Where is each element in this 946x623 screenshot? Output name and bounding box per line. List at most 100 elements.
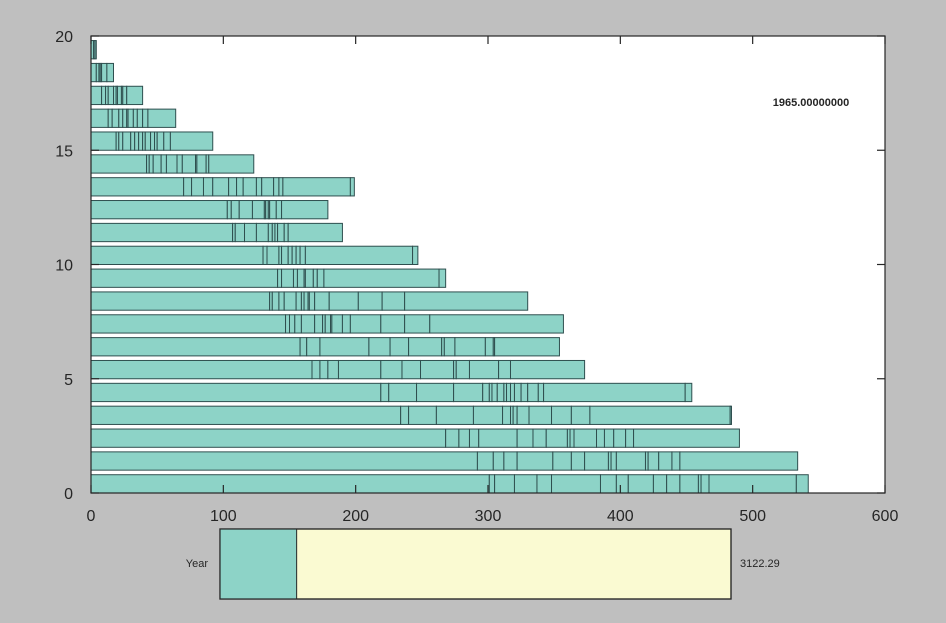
bar-segment-row2-2 <box>458 428 470 448</box>
bar-segment-row2-12 <box>603 428 615 448</box>
bar-segment-row1-9 <box>610 451 617 471</box>
bar-segment-row18-4 <box>101 62 108 83</box>
bar-segment-row9-0 <box>90 268 279 288</box>
bar-segment-row8-13 <box>381 291 406 311</box>
bar-segment-row8-11 <box>328 291 359 311</box>
bar-segment-row11-5 <box>267 222 273 243</box>
bar-segment-row8-12 <box>357 291 383 311</box>
bar-segment-row11-0 <box>90 222 234 243</box>
bar-segment-row10-4 <box>281 245 289 266</box>
bar-segment-row2-6 <box>532 428 547 448</box>
bar-segment-row5-7 <box>420 359 455 380</box>
bar-segment-row8-2 <box>271 291 280 311</box>
bar-segment-row15-3 <box>122 131 132 151</box>
bar-segment-row3-8 <box>516 405 530 425</box>
bar-segment-row16-8 <box>136 108 144 128</box>
bar-segment-row12-0 <box>90 200 228 220</box>
bar-segment-row1-12 <box>647 451 660 471</box>
bar-segment-row0-6 <box>599 474 617 494</box>
bar-segment-row3-0 <box>90 405 402 425</box>
bar-segment-row2-11 <box>596 428 605 448</box>
bar-segment-row10-5 <box>287 245 293 266</box>
bar-segment-row4-8 <box>496 382 505 403</box>
bar-segment-row16-2 <box>111 108 120 128</box>
bar-segment-row12-8 <box>269 200 277 220</box>
bar-segment-row7-9 <box>331 314 343 334</box>
bar-segment-row4-13 <box>520 382 529 403</box>
bar-segment-row15-12 <box>163 131 171 151</box>
bar-segment-row13-2 <box>191 177 204 197</box>
bar-segment-row7-2 <box>289 314 296 334</box>
x-tick-label: 300 <box>475 508 502 525</box>
bar-segment-row12-9 <box>275 200 283 220</box>
bar-segment-row11-3 <box>244 222 257 243</box>
bar-segment-row5-3 <box>327 359 339 380</box>
bar-segment-row2-5 <box>516 428 534 448</box>
bar-segment-row0-5 <box>551 474 601 494</box>
bar-segment-row14-6 <box>176 154 183 174</box>
bar-segment-row11-9 <box>283 222 289 243</box>
bar-segment-row13-1 <box>183 177 193 197</box>
bar-segment-row16-10 <box>147 108 177 128</box>
bar-segment-row3-2 <box>408 405 437 425</box>
bar-segment-row4-7 <box>491 382 498 403</box>
bar-segment-row10-0 <box>90 245 264 266</box>
bar-segment-row12-1 <box>226 200 232 220</box>
bar-segment-row4-15 <box>537 382 545 403</box>
bar-segment-row1-5 <box>552 451 572 471</box>
bar-segment-row1-13 <box>658 451 673 471</box>
bar-segment-row6-4 <box>368 337 391 357</box>
x-tick-label: 500 <box>739 508 766 525</box>
bar-segment-row8-0 <box>90 291 271 311</box>
bar-segment-row15-9 <box>150 131 156 151</box>
bar-segment-row6-0 <box>90 337 301 357</box>
bar-segment-row16-3 <box>118 108 124 128</box>
bar-segment-row14-9 <box>196 154 207 174</box>
x-tick-label: 100 <box>210 508 237 525</box>
bar-segment-row13-4 <box>212 177 230 197</box>
bar-segment-row13-12 <box>282 177 351 197</box>
year-slider[interactable]: Year 3122.29 <box>186 528 780 600</box>
bar-segment-row2-9 <box>569 428 575 448</box>
bar-segment-row6-9 <box>454 337 486 357</box>
bar-segment-row14-5 <box>165 154 178 174</box>
bar-segment-row19-2 <box>94 40 97 60</box>
bar-segment-row9-6 <box>304 268 314 288</box>
bar-segment-row7-12 <box>380 314 406 334</box>
bar-segment-row14-11 <box>208 154 255 174</box>
bar-segment-row16-0 <box>90 108 109 128</box>
bar-segment-row0-15 <box>795 474 809 494</box>
x-tick-label: 0 <box>87 508 96 525</box>
bar-segment-row11-10 <box>287 222 343 243</box>
bar-segment-row5-12 <box>509 359 586 380</box>
bar-segment-row4-14 <box>527 382 539 403</box>
bar-segment-row0-1 <box>488 474 496 494</box>
bar-segment-row14-4 <box>160 154 167 174</box>
bar-segment-row6-8 <box>443 337 456 357</box>
bar-segment-row2-14 <box>625 428 635 448</box>
bar-segment-row17-3 <box>107 85 114 106</box>
bar-segment-row4-4 <box>453 382 484 403</box>
bar-segment-row10-2 <box>266 245 280 266</box>
bar-segment-row8-4 <box>283 291 297 311</box>
bar-segment-row17-6 <box>116 85 122 106</box>
bar-segment-row8-5 <box>295 291 302 311</box>
bar-segment-row8-3 <box>278 291 285 311</box>
bar-segment-row8-9 <box>308 291 316 311</box>
bar-segment-row10-8 <box>299 245 306 266</box>
bar-segment-row13-7 <box>242 177 257 197</box>
bar-segment-row2-1 <box>445 428 460 448</box>
bar-segment-row3-10 <box>551 405 572 425</box>
bar-segment-row17-8 <box>122 85 128 106</box>
bar-segment-row4-5 <box>482 382 490 403</box>
bar-segment-row15-4 <box>130 131 136 151</box>
annotation-text: 1965.00000000 <box>773 97 849 109</box>
bar-segment-row7-11 <box>349 314 382 334</box>
bar-segment-row7-14 <box>429 314 564 334</box>
bar-segment-row7-4 <box>300 314 316 334</box>
bar-segment-row4-11 <box>509 382 515 403</box>
bar-segment-row13-13 <box>349 177 355 197</box>
bar-segment-row10-1 <box>262 245 268 266</box>
bar-segment-row9-2 <box>281 268 294 288</box>
slider-fill[interactable] <box>219 528 298 600</box>
